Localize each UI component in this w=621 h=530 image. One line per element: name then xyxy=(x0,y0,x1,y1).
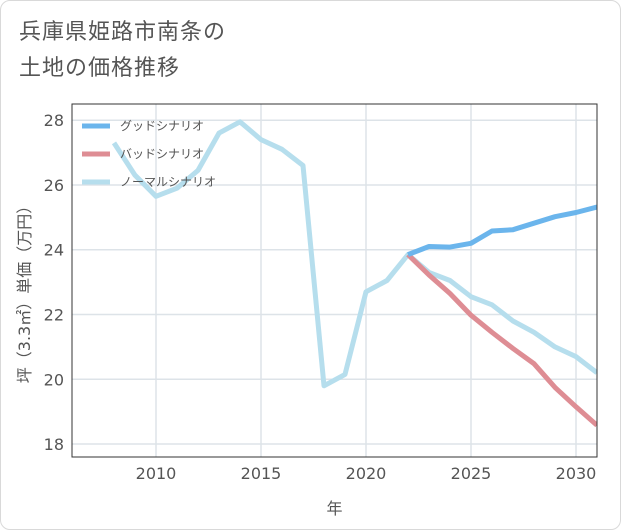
x-tick-label: 2025 xyxy=(451,464,492,483)
x-tick-label: 2020 xyxy=(346,464,387,483)
y-tick-label: 22 xyxy=(44,306,64,325)
y-tick-label: 28 xyxy=(44,111,64,130)
plot-area xyxy=(72,104,597,457)
y-tick-label: 20 xyxy=(44,370,64,389)
x-tick-label: 2030 xyxy=(556,464,597,483)
legend-label: ノーマルシナリオ xyxy=(120,175,216,189)
y-tick-label: 26 xyxy=(44,176,64,195)
grid xyxy=(72,104,597,457)
x-tick-label: 2015 xyxy=(241,464,282,483)
x-axis-label: 年 xyxy=(326,499,342,518)
x-tick-label: 2010 xyxy=(136,464,177,483)
y-axis-label: 坪（3.3㎡）単価（万円） xyxy=(15,198,34,383)
plot-frame xyxy=(71,103,598,458)
y-tick-label: 18 xyxy=(44,435,64,454)
series-line-bad xyxy=(406,252,597,428)
y-ticks: 18 20 22 24 26 28 xyxy=(44,111,64,454)
series-line-normal xyxy=(111,119,597,389)
chart-title-line2: 土地の価格推移 xyxy=(19,56,181,81)
series-lines xyxy=(111,119,597,428)
legend-label: バッドシナリオ xyxy=(120,147,204,161)
y-tick-label: 24 xyxy=(44,241,64,260)
series-line-good xyxy=(407,204,597,257)
x-ticks: 2010 2015 2020 2025 2030 xyxy=(136,464,597,483)
chart-title: 兵庫県姫路市南条の 土地の価格推移 xyxy=(19,15,226,87)
legend-label: グッドシナリオ xyxy=(120,119,204,133)
chart-title-line1: 兵庫県姫路市南条の xyxy=(19,20,227,45)
